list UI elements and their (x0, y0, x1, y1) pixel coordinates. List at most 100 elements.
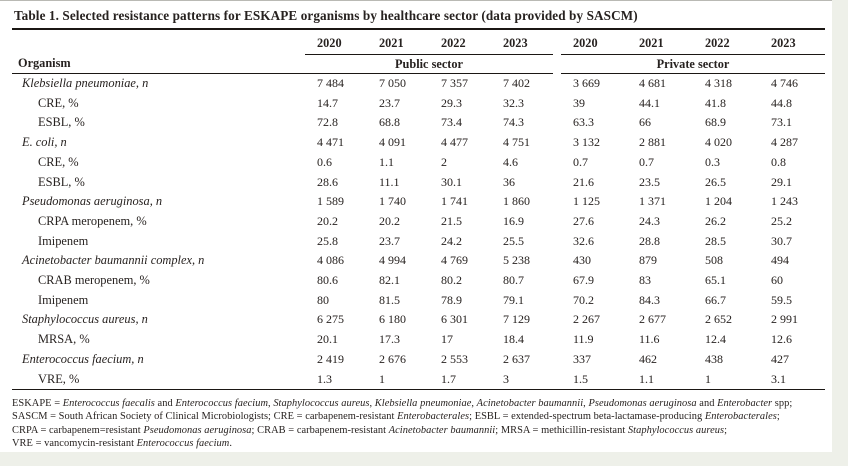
value-cell: 79.1 (503, 292, 524, 307)
empty-corner-cell (12, 30, 305, 55)
value-cell: 494 (771, 253, 789, 268)
value-cell: 4 318 (705, 76, 732, 90)
value-cell: 23.7 (379, 95, 400, 110)
value-cell: 12.6 (771, 332, 792, 347)
value-cell: 2 (441, 154, 447, 169)
value-cell: 4 994 (379, 253, 406, 268)
column-gap (553, 271, 561, 291)
value-cell: 17 (441, 332, 453, 347)
value-cell: 25.8 (317, 233, 338, 248)
value-cell: 1 243 (771, 194, 798, 209)
year-header-public-2023: 2023 (491, 30, 553, 55)
column-gap (553, 251, 561, 271)
value-cell: 63.3 (573, 115, 594, 130)
organism-column-header: Organism (12, 54, 305, 74)
value-cell: 20.2 (317, 213, 338, 228)
value-cell: 39 (573, 95, 585, 110)
organism-label: CRE, % (38, 95, 79, 110)
value-cell: 0.6 (317, 154, 332, 169)
value-cell: 7 129 (503, 312, 530, 327)
year-header-public-2020: 2020 (305, 30, 367, 55)
value-cell: 4 769 (441, 253, 468, 268)
value-cell: 30.1 (441, 174, 462, 189)
value-cell: 78.9 (441, 292, 462, 307)
value-cell: 12.4 (705, 332, 726, 347)
value-cell: 430 (573, 253, 591, 268)
value-cell: 1.7 (429, 369, 491, 391)
value-cell: 72.8 (317, 115, 338, 130)
organism-label: VRE, % (12, 369, 305, 391)
column-gap (553, 369, 561, 391)
value-cell: 4 091 (379, 135, 406, 150)
organism-label: Imipenem (38, 292, 89, 307)
value-cell: 11.6 (639, 332, 660, 347)
table-body: Klebsiella pneumoniae, n 7 484 7 050 7 357 7… (12, 74, 825, 391)
table-inner: Table 1. Selected resistance patterns fo… (12, 1, 825, 450)
value-cell: 60 (771, 273, 783, 288)
table-row: Staphylococcus aureus, n 6 275 6 180 6 301 7… (12, 310, 825, 330)
value-cell: 4 746 (771, 76, 798, 90)
year-header-private-2023: 2023 (759, 30, 825, 55)
value-cell: 83 (639, 273, 651, 288)
value-cell: 80.6 (317, 273, 338, 288)
year-header-private-2020: 2020 (561, 30, 627, 55)
value-cell: 4 287 (771, 135, 798, 150)
value-cell: 0.7 (639, 154, 654, 169)
value-cell: 30.7 (771, 233, 792, 248)
value-cell: 2 419 (317, 351, 344, 366)
value-cell: 24.2 (441, 233, 462, 248)
table-row: Enterococcus faecium, n 2 419 2 676 2 553 2 … (12, 350, 825, 370)
table-row: Imipenem 25.8 23.7 24.2 25.5 32.6 28.8 28.5 30.7 (12, 232, 825, 252)
value-cell: 6 275 (317, 312, 344, 327)
value-cell: 4 681 (639, 76, 666, 90)
column-gap (553, 113, 561, 133)
column-gap (553, 94, 561, 114)
organism-label: CRE, % (38, 154, 79, 169)
table-row: Imipenem 80 81.5 78.9 79.1 70.2 84.3 66.7 59.5 (12, 291, 825, 311)
value-cell: 14.7 (317, 95, 338, 110)
value-cell: 7 050 (379, 76, 406, 90)
table-title: Table 1. Selected resistance patterns fo… (12, 1, 825, 30)
column-gap (553, 133, 561, 153)
table-row: Acinetobacter baumannii complex, n 4 086 4… (12, 251, 825, 271)
value-cell: 21.5 (441, 213, 462, 228)
column-gap (553, 55, 561, 74)
table-row: VRE, % 1.3 1 1.7 3 1.5 1.1 1 3.1 (12, 369, 825, 391)
value-cell: 0.7 (573, 154, 588, 169)
value-cell: 462 (639, 351, 657, 366)
value-cell: 0.3 (705, 154, 720, 169)
table-row: CRPA meropenem, % 20.2 20.2 21.5 16.9 27.6 24.… (12, 212, 825, 232)
resistance-table: 2020 2021 2022 2023 2020 2021 2022 2023 … (12, 30, 825, 391)
value-cell: 67.9 (573, 273, 594, 288)
column-gap (553, 330, 561, 350)
table-row: ESBL, % 72.8 68.8 73.4 74.3 63.3 66 68.9 73.1 (12, 113, 825, 133)
value-cell: 18.4 (503, 332, 524, 347)
value-cell: 70.2 (573, 292, 594, 307)
value-cell: 7 402 (503, 76, 530, 90)
value-cell: 68.9 (705, 115, 726, 130)
value-cell: 25.2 (771, 213, 792, 228)
table-row: E. coli, n 4 471 4 091 4 477 4 751 3 132 2 881… (12, 133, 825, 153)
value-cell: 1 204 (705, 194, 732, 209)
value-cell: 28.6 (317, 174, 338, 189)
value-cell: 29.3 (441, 95, 462, 110)
value-cell: 44.1 (639, 95, 660, 110)
year-header-private-2021: 2021 (627, 30, 693, 55)
value-cell: 1.1 (379, 154, 394, 169)
value-cell: 6 301 (441, 312, 468, 327)
value-cell: 68.8 (379, 115, 400, 130)
year-header-private-2022: 2022 (693, 30, 759, 55)
value-cell: 4 471 (317, 135, 344, 150)
table-row: CRE, % 14.7 23.7 29.3 32.3 39 44.1 41.8 44.8 (12, 94, 825, 114)
value-cell: 28.5 (705, 233, 726, 248)
value-cell: 29.1 (771, 174, 792, 189)
value-cell: 84.3 (639, 292, 660, 307)
value-cell: 0.8 (771, 154, 786, 169)
value-cell: 4 086 (317, 253, 344, 268)
year-header-public-2021: 2021 (367, 30, 429, 55)
value-cell: 4 477 (441, 135, 468, 150)
value-cell: 82.1 (379, 273, 400, 288)
column-gap (553, 74, 561, 94)
organism-label: Staphylococcus aureus, n (22, 312, 148, 327)
column-gap (553, 192, 561, 212)
